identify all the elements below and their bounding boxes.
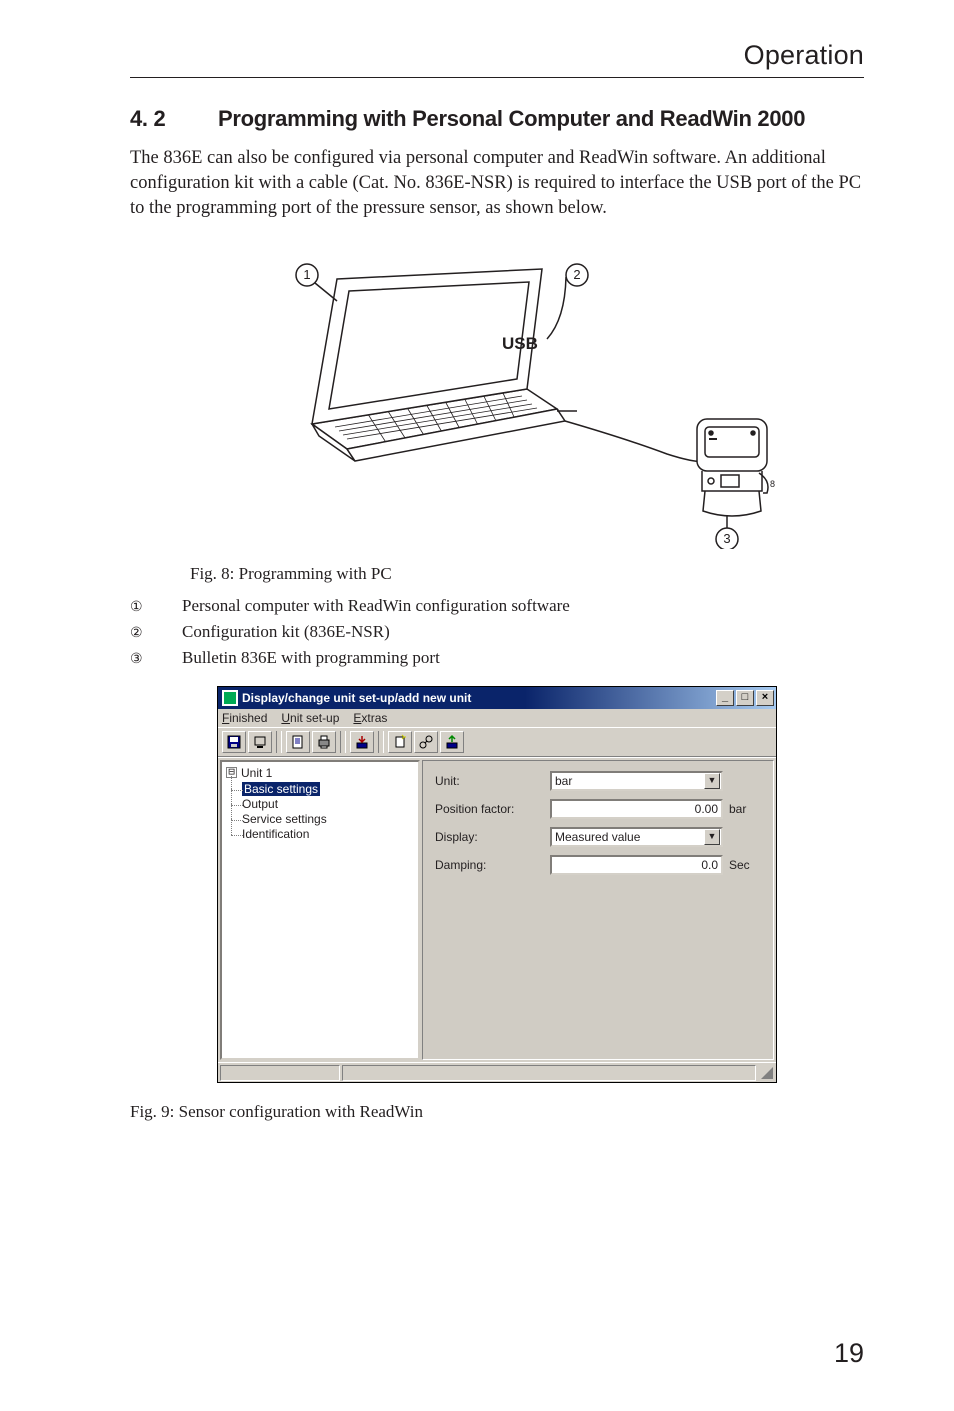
tree-item-label: Basic settings [242,782,320,796]
close-button[interactable]: × [756,690,774,706]
window-client-area: ⊟ Unit 1 Basic settings Output Service s… [218,757,776,1062]
form-row-position-factor: Position factor: 0.00 bar [435,799,761,819]
toolbar-print-icon[interactable] [312,731,336,753]
tree-item-service-settings[interactable]: Service settings [226,812,414,826]
legend-row-2: ② Configuration kit (836E-NSR) [130,622,864,642]
label-damping: Damping: [435,858,550,872]
readwin-window: Display/change unit set-up/add new unit … [217,686,777,1083]
tree-item-identification[interactable]: Identification [226,827,414,841]
intro-paragraph: The 836E can also be configured via pers… [130,146,864,221]
legend-num-1: ① [130,596,182,616]
tree-root[interactable]: ⊟ Unit 1 [226,766,414,780]
svg-text:8: 8 [770,479,775,489]
section-number: 4. 2 [130,106,218,132]
usb-label: USB [502,334,538,353]
tree-item-basic-settings[interactable]: Basic settings [226,782,414,796]
dropdown-icon[interactable]: ▼ [704,773,720,789]
fig8-caption: Fig. 8: Programming with PC [190,564,864,584]
select-display[interactable]: Measured value ▼ [550,827,723,847]
toolbar-save-icon[interactable] [222,731,246,753]
form-row-damping: Damping: 0.0 Sec [435,855,761,875]
window-title: Display/change unit set-up/add new unit [242,691,471,705]
section-title: Programming with Personal Computer and R… [218,106,805,131]
app-icon [222,690,238,706]
toolbar [218,727,776,757]
callout-3: 3 [723,531,730,546]
maximize-button[interactable]: □ [736,690,754,706]
toolbar-upload-icon[interactable] [440,731,464,753]
toolbar-device-icon[interactable] [248,731,272,753]
menubar: Finished Unit set-up Extras [218,709,776,727]
page-header: Operation [130,40,864,78]
statusbar [218,1062,776,1082]
toolbar-download-icon[interactable] [350,731,374,753]
suffix-position-factor: bar [723,802,761,816]
fig9-caption: Fig. 9: Sensor configuration with ReadWi… [130,1102,864,1122]
form-row-display: Display: Measured value ▼ [435,827,761,847]
select-unit[interactable]: bar ▼ [550,771,723,791]
callout-2: 2 [573,267,580,282]
legend-row-3: ③ Bulletin 836E with programming port [130,648,864,668]
toolbar-page-icon[interactable] [286,731,310,753]
label-position-factor: Position factor: [435,802,550,816]
menu-extras[interactable]: Extras [353,711,387,725]
legend-num-2: ② [130,622,182,642]
tree-item-label: Identification [242,827,309,841]
legend-text-1: Personal computer with ReadWin configura… [182,596,570,616]
input-position-factor[interactable]: 0.00 [550,799,723,819]
tree-item-label: Output [242,797,278,811]
legend-text-2: Configuration kit (836E-NSR) [182,622,390,642]
form-row-unit: Unit: bar ▼ [435,771,761,791]
tree-item-label: Service settings [242,812,327,826]
tree-pane: ⊟ Unit 1 Basic settings Output Service s… [220,760,420,1060]
legend-list: ① Personal computer with ReadWin configu… [130,596,864,668]
select-display-value: Measured value [555,830,640,844]
label-display: Display: [435,830,550,844]
callout-1: 1 [303,267,310,282]
select-unit-value: bar [555,774,572,788]
input-damping-value: 0.0 [701,858,718,872]
input-damping[interactable]: 0.0 [550,855,723,875]
header-label: Operation [744,40,864,70]
resize-grip-icon[interactable] [758,1065,774,1080]
legend-num-3: ③ [130,648,182,668]
minimize-button[interactable]: _ [716,690,734,706]
figure-8: 8 1 2 3 USB [130,239,864,554]
tree-item-output[interactable]: Output [226,797,414,811]
toolbar-link-icon[interactable] [414,731,438,753]
status-cell [220,1065,340,1081]
toolbar-separator [378,731,384,753]
suffix-damping: Sec [723,858,761,872]
page-number: 19 [834,1338,864,1369]
toolbar-new-icon[interactable] [388,731,412,753]
menu-finished[interactable]: Finished [222,711,267,725]
form-pane: Unit: bar ▼ Position factor: 0.00 bar [422,760,774,1060]
section-heading: 4. 2Programming with Personal Computer a… [130,106,864,132]
laptop-sensor-diagram: 8 1 2 3 USB [197,239,797,549]
toolbar-separator [340,731,346,753]
label-unit: Unit: [435,774,550,788]
figure-9-screenshot: Display/change unit set-up/add new unit … [130,686,864,1086]
toolbar-separator [276,731,282,753]
status-cell [342,1065,756,1081]
dropdown-icon[interactable]: ▼ [704,829,720,845]
menu-unit-set-up[interactable]: Unit set-up [281,711,339,725]
tree-root-label: Unit 1 [241,766,272,780]
input-position-factor-value: 0.00 [695,802,718,816]
legend-text-3: Bulletin 836E with programming port [182,648,440,668]
legend-row-1: ① Personal computer with ReadWin configu… [130,596,864,616]
window-titlebar: Display/change unit set-up/add new unit … [218,687,776,709]
